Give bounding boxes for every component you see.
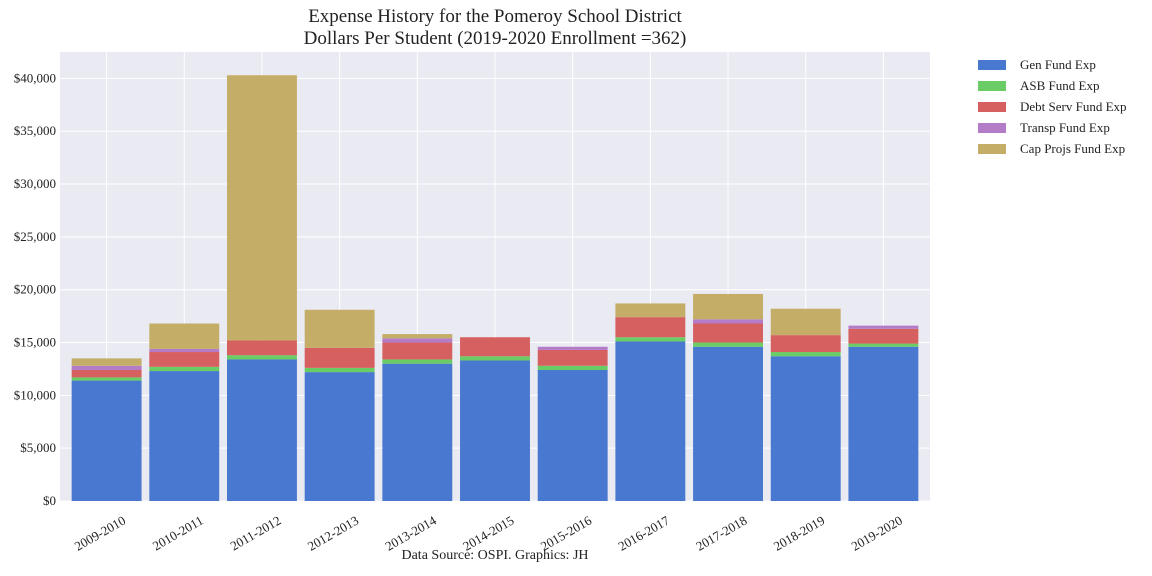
- legend-swatch: [978, 59, 1006, 70]
- chart-subtitle: Dollars Per Student (2019-2020 Enrollmen…: [303, 28, 687, 49]
- bar-segment: [848, 325, 919, 329]
- bar-segment: [460, 356, 530, 361]
- bar-segment: [227, 359, 297, 501]
- bar-segment: [149, 371, 220, 501]
- bar-segment: [537, 346, 608, 350]
- bar-segment: [537, 369, 608, 501]
- bar-segment: [227, 75, 297, 341]
- bar-segment: [770, 352, 841, 357]
- legend-swatch: [978, 101, 1006, 112]
- bar-segment: [615, 337, 686, 342]
- bar-segment: [693, 346, 763, 501]
- legend-label: Gen Fund Exp: [1020, 56, 1096, 72]
- bar-segment: [693, 319, 763, 324]
- legend-label: Debt Serv Fund Exp: [1020, 98, 1127, 114]
- bar-segment: [382, 363, 453, 501]
- legend-label: ASB Fund Exp: [1020, 77, 1100, 93]
- bar-segment: [693, 342, 763, 347]
- legend-item: Cap Projs Fund Exp: [978, 138, 1127, 159]
- legend-swatch: [978, 143, 1006, 154]
- bar-segment: [71, 380, 142, 501]
- legend-swatch: [978, 122, 1006, 133]
- legend-item: ASB Fund Exp: [978, 75, 1127, 96]
- bar-segment: [615, 317, 686, 338]
- chart-title: Expense History for the Pomeroy School D…: [308, 6, 682, 27]
- bar-segment: [693, 323, 763, 343]
- bar-segment: [149, 348, 220, 353]
- legend-item: Debt Serv Fund Exp: [978, 96, 1127, 117]
- bar-segment: [770, 308, 841, 336]
- chart-legend: Gen Fund Exp ASB Fund Exp Debt Serv Fund E…: [978, 54, 1127, 159]
- bar-segment: [382, 359, 453, 364]
- chart-title-block: Expense History for the Pomeroy School D…: [60, 6, 930, 50]
- y-tick-label: $25,000: [14, 229, 56, 244]
- bar-segment: [460, 360, 530, 501]
- bar-segment: [770, 335, 841, 353]
- legend-swatch: [978, 80, 1006, 91]
- bar-segment: [71, 365, 142, 370]
- y-tick-label: $35,000: [14, 123, 56, 138]
- bar-segment: [460, 337, 530, 357]
- bar-segment: [693, 293, 763, 320]
- bar-segment: [71, 358, 142, 366]
- y-tick-label: $40,000: [14, 70, 56, 85]
- bar-segment: [149, 352, 220, 367]
- bar-segment: [537, 365, 608, 370]
- bar-segment: [848, 328, 919, 344]
- bar-segment: [71, 377, 142, 381]
- bar-segment: [304, 309, 375, 348]
- bar-segment: [71, 369, 142, 378]
- bar-segment: [304, 372, 375, 501]
- legend-label: Cap Projs Fund Exp: [1020, 140, 1126, 156]
- legend-item: Transp Fund Exp: [978, 117, 1127, 138]
- y-tick-label: $15,000: [14, 335, 56, 350]
- y-tick-label: $0: [43, 493, 56, 508]
- bar-segment: [227, 355, 297, 360]
- legend-item: Gen Fund Exp: [978, 54, 1127, 75]
- bar-segment: [848, 343, 919, 347]
- data-source-note: Data Source: OSPI. Graphics: JH: [401, 548, 589, 563]
- bar-segment: [304, 347, 375, 368]
- bar-segment: [382, 342, 453, 360]
- legend-label: Transp Fund Exp: [1020, 119, 1110, 135]
- bar-segment: [227, 340, 297, 356]
- y-tick-label: $30,000: [14, 176, 56, 191]
- y-tick-label: $20,000: [14, 282, 56, 297]
- y-tick-label: $10,000: [14, 387, 56, 402]
- bar-segment: [615, 341, 686, 501]
- bar-segment: [149, 323, 220, 349]
- bar-segment: [382, 334, 453, 339]
- bar-segment: [537, 349, 608, 366]
- bar-segment: [304, 367, 375, 373]
- bar-segment: [615, 303, 686, 318]
- bar-segment: [848, 346, 919, 501]
- bar-segment: [382, 338, 453, 343]
- y-tick-label: $5,000: [20, 440, 56, 455]
- bar-segment: [770, 356, 841, 501]
- bar-segment: [149, 366, 220, 372]
